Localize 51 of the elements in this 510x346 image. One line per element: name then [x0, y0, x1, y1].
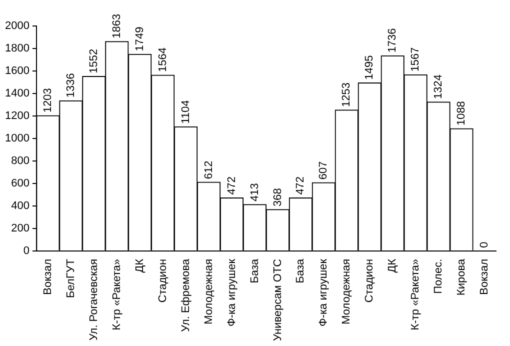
data-label: 1567	[410, 47, 422, 72]
y-tick-label: 1800	[4, 42, 30, 55]
x-tick-label: Ул. Рогачевская	[88, 258, 100, 340]
x-tick-label: Вокзал	[478, 258, 491, 295]
data-label: 1552	[88, 48, 100, 74]
data-label: 0	[478, 242, 491, 248]
data-label: 1253	[340, 82, 353, 107]
x-tick-label: База	[248, 258, 261, 284]
y-tick-label: 0	[23, 244, 30, 257]
x-tick-label: База	[294, 258, 307, 284]
data-label: 607	[318, 161, 330, 180]
x-tick-label: ДК	[134, 258, 146, 273]
data-label: 472	[294, 176, 307, 195]
data-label: 612	[202, 160, 215, 180]
data-label: 368	[272, 188, 284, 206]
data-label: 1336	[64, 73, 77, 98]
data-label: 1564	[156, 48, 169, 72]
data-label: 1104	[180, 100, 192, 124]
y-tick-label: 1600	[4, 65, 30, 78]
data-label: 1736	[386, 28, 399, 53]
y-tick-label: 600	[11, 177, 30, 190]
x-tick-label: Ул. Ефремова	[180, 258, 192, 332]
y-tick-label: 800	[11, 154, 30, 167]
x-tick-label: БелГУТ	[64, 258, 77, 298]
y-tick-label: 1000	[4, 132, 30, 144]
data-label: 1088	[456, 101, 468, 126]
x-tick-label: Стадион	[156, 258, 169, 303]
data-label: 1324	[432, 74, 445, 100]
data-label: 1495	[364, 55, 376, 80]
x-tick-label: Молодежная	[202, 258, 215, 324]
y-tick-label: 400	[11, 200, 30, 212]
data-label: 413	[248, 183, 261, 202]
y-tick-label: 1200	[4, 110, 30, 122]
x-tick-label: Полес.	[432, 258, 445, 294]
x-tick-label: Универсам ОТС	[272, 258, 284, 341]
y-tick-label: 200	[11, 222, 30, 234]
x-tick-label: Ф-ка игрушек	[226, 258, 238, 327]
x-tick-label: К-тр «Ракета»	[110, 258, 123, 330]
y-tick-label: 1400	[4, 87, 30, 100]
x-tick-label: ДК	[386, 258, 399, 273]
data-label: 1863	[110, 14, 123, 38]
x-tick-label: Вокзал	[42, 258, 54, 295]
x-tick-label: Кирова	[456, 258, 468, 296]
x-tick-label: Молодежная	[340, 258, 353, 324]
x-tick-label: Ф-ка игрушек	[318, 258, 330, 327]
x-tick-label: К-тр «Ракета»	[410, 258, 422, 330]
data-label: 1203	[42, 88, 54, 113]
y-tick-label: 2000	[4, 20, 30, 32]
data-label: 472	[226, 176, 238, 195]
data-label: 1749	[134, 26, 146, 52]
x-tick-label: Стадион	[364, 258, 376, 303]
